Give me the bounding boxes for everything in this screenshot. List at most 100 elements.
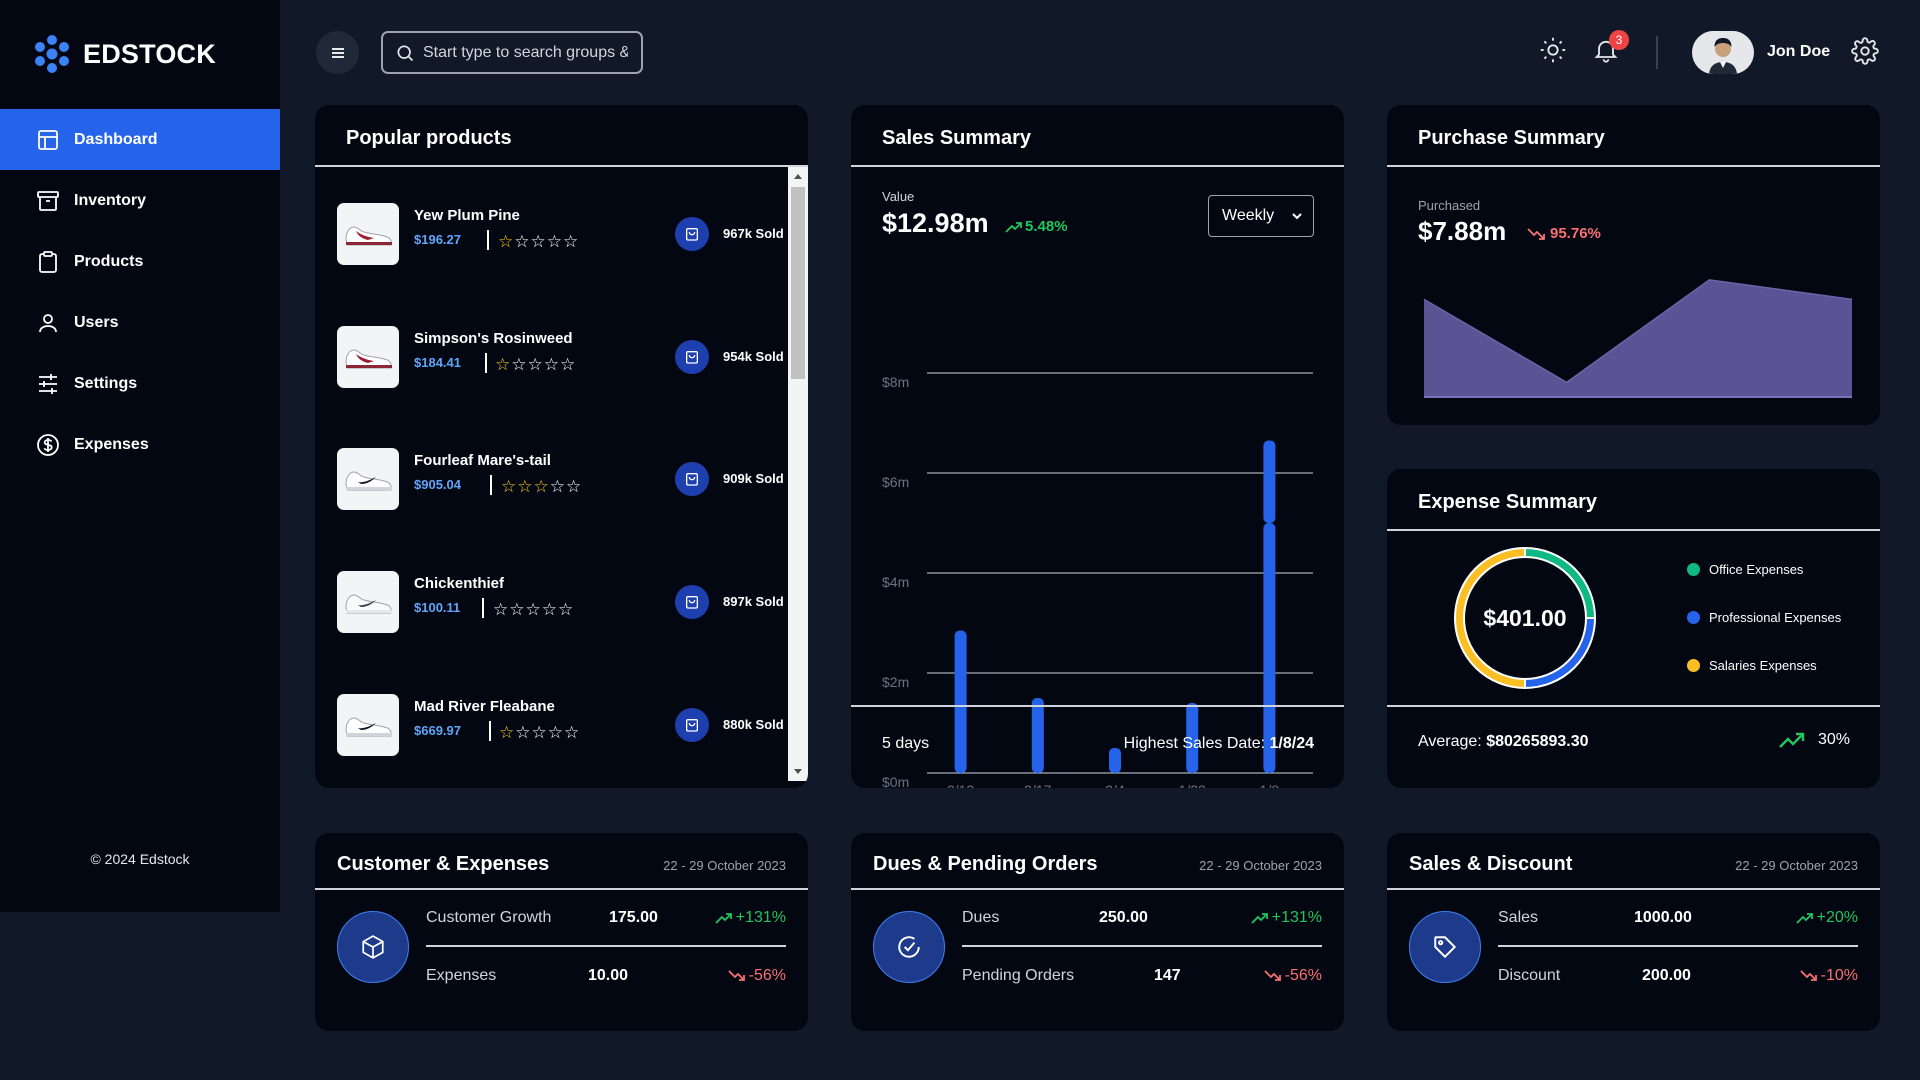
row-label: Pending Orders [962,967,1075,984]
shopping-bag-icon [686,351,698,364]
timeframe-select[interactable]: Weekly [1208,195,1314,237]
legend-office-expenses: Office Expenses [1687,562,1803,577]
average-value: $80265893.30 [1486,733,1589,750]
product-item[interactable]: Mad River Fleabane $669.97 ☆☆☆☆☆ 880k So… [337,694,793,758]
divider [851,888,1344,890]
card-title: Customer & Expenses [337,853,550,875]
rating-stars: ☆☆☆☆☆ [498,232,579,252]
legend-dot [1687,563,1700,576]
sales-bar-chart: $0m $2m $4m $6m $8m 3/13 2/17 2/4 1/23 1/8 [882,372,1313,788]
divider [851,705,1344,707]
avatar[interactable] [1692,31,1754,74]
settings-button[interactable] [1851,37,1879,70]
trend-down-icon [1800,970,1817,981]
star-filled-icon: ☆ [498,232,515,251]
star-empty-icon: ☆☆☆☆ [514,232,580,251]
highest-sales-label: Highest Sales Date: [1123,735,1270,752]
brand-logo[interactable]: EDSTOCK [33,33,216,75]
product-name: Fourleaf Mare's-tail [414,452,551,469]
divider [1387,705,1880,707]
donut-slice [1454,546,1526,690]
sidebar-item-label: Dashboard [74,130,158,148]
row-change-value: +20% [1816,909,1858,926]
search-input[interactable] [423,43,628,62]
dues-pending-card: Dues & Pending Orders 22 - 29 October 20… [851,833,1344,1031]
legend-salaries-expenses: Salaries Expenses [1687,658,1817,673]
star-filled-icon: ☆☆☆ [501,477,550,496]
menu-button[interactable] [316,31,359,74]
card-title: Sales & Discount [1409,853,1573,875]
product-item[interactable]: Simpson's Rosinweed $184.41 ☆☆☆☆☆ 954k S… [337,326,793,390]
average-expense: Average: $80265893.30 [1418,733,1589,751]
sidebar-item-label: Expenses [74,435,149,453]
divider [851,165,1344,167]
product-image [337,326,399,388]
y-tick-label: $8m [882,374,909,390]
scroll-down-arrow-icon[interactable] [794,769,802,774]
sidebar-item-products[interactable]: Products [0,231,280,292]
purchase-summary-card: Purchase Summary Purchased $7.88m 95.76% [1387,105,1880,425]
legend-label: Office Expenses [1709,562,1804,577]
trend-up-icon [1779,732,1805,748]
divider [1498,945,1858,947]
product-name: Simpson's Rosinweed [414,330,573,347]
shopping-bag-button[interactable] [675,708,709,742]
sidebar-nav: Dashboard Inventory Products Users Setti… [0,109,280,475]
divider [315,888,808,890]
sidebar-item-users[interactable]: Users [0,292,280,353]
sidebar-item-label: Products [74,252,144,270]
search-bar[interactable] [381,31,643,74]
shopping-bag-button[interactable] [675,462,709,496]
trend-down-icon [728,970,745,981]
user-avatar-icon [1703,31,1743,74]
product-item[interactable]: Yew Plum Pine $196.27 ☆☆☆☆☆ 967k Sold [337,203,793,267]
star-empty-icon: ☆☆ [549,477,583,496]
sneaker-icon [345,471,392,491]
highest-sales-date: Highest Sales Date: 1/8/24 [1124,735,1314,753]
product-price: $100.11 [414,600,461,615]
sidebar-item-settings[interactable]: Settings [0,353,280,414]
product-image [337,448,399,510]
row-change: -10% [1800,967,1858,985]
sidebar-item-label: Settings [74,374,138,392]
scrollbar-thumb[interactable] [791,187,805,379]
card-title: Expense Summary [1418,491,1597,513]
row-change: +20% [1795,909,1858,927]
star-empty-icon: ☆☆☆☆☆ [493,600,575,619]
shopping-bag-button[interactable] [675,217,709,251]
sales-bar [954,630,967,773]
user-name[interactable]: Jon Doe [1767,43,1831,60]
date-range: 22 - 29 October 2023 [1199,858,1322,873]
scrollbar[interactable] [788,167,808,781]
sidebar-item-dashboard[interactable]: Dashboard [0,109,280,170]
theme-toggle[interactable] [1539,36,1567,69]
purchase-area-chart [1423,279,1853,398]
product-item[interactable]: Fourleaf Mare's-tail $905.04 ☆☆☆☆☆ 909k … [337,448,793,512]
shopping-bag-button[interactable] [675,585,709,619]
sliders-icon [39,373,57,394]
divider [1387,888,1880,890]
trend-down-icon [1264,970,1281,981]
separator [485,353,487,373]
sidebar-item-expenses[interactable]: Expenses [0,414,280,475]
product-sold: 909k Sold [723,471,784,486]
y-tick-label: $2m [882,674,909,690]
divider [426,945,786,947]
x-tick-label: 3/13 [947,782,974,788]
trend-up-icon [1005,221,1022,233]
product-name: Yew Plum Pine [414,207,520,224]
product-price: $184.41 [414,355,461,370]
sneaker-icon [345,349,392,369]
card-title: Dues & Pending Orders [873,853,1098,875]
separator [487,230,489,250]
x-tick-label: 1/8 [1260,782,1280,788]
divider [315,165,808,167]
sidebar-item-inventory[interactable]: Inventory [0,170,280,231]
dollar-circle-icon [37,433,59,456]
shopping-bag-button[interactable] [675,340,709,374]
divider [1387,529,1880,531]
product-item[interactable]: Chickenthief $100.11 ☆☆☆☆☆ 897k Sold [337,571,793,635]
scroll-up-arrow-icon[interactable] [794,174,802,179]
star-filled-icon: ☆ [499,723,516,742]
row-value: 1000.00 [1634,909,1692,926]
